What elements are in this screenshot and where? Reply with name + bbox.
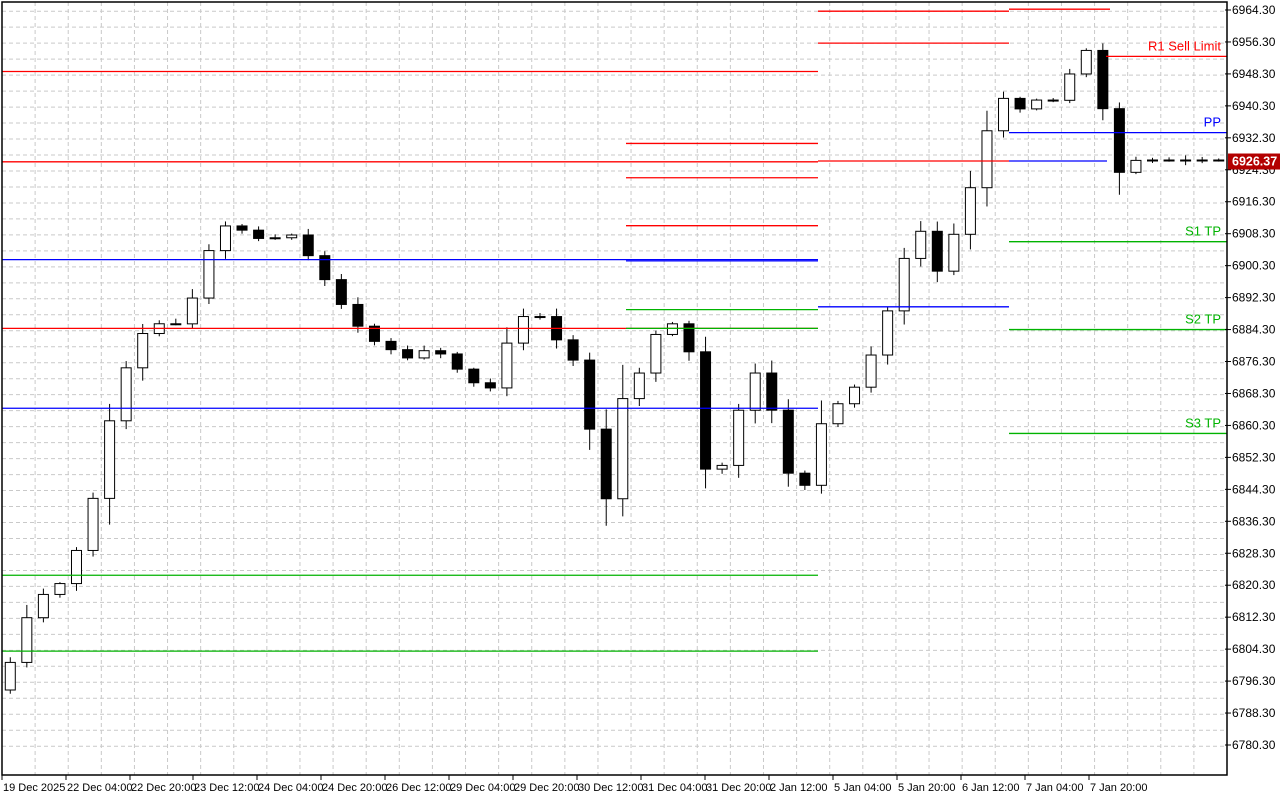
svg-text:6860.30: 6860.30 [1232,418,1276,432]
svg-text:5 Jan 04:00: 5 Jan 04:00 [834,782,892,794]
svg-text:22 Dec 20:00: 22 Dec 20:00 [131,782,196,794]
svg-text:6956.30: 6956.30 [1232,35,1276,49]
svg-text:6828.30: 6828.30 [1232,546,1276,560]
svg-text:7 Jan 20:00: 7 Jan 20:00 [1090,782,1148,794]
svg-text:6796.30: 6796.30 [1232,674,1276,688]
svg-text:22 Dec 04:00: 22 Dec 04:00 [67,782,132,794]
svg-text:6 Jan 12:00: 6 Jan 12:00 [962,782,1020,794]
svg-text:6940.30: 6940.30 [1232,99,1276,113]
svg-text:5 Jan 20:00: 5 Jan 20:00 [898,782,956,794]
svg-text:6812.30: 6812.30 [1232,610,1276,624]
svg-text:31 Dec 20:00: 31 Dec 20:00 [706,782,771,794]
svg-text:6884.30: 6884.30 [1232,323,1276,337]
svg-text:23 Dec 12:00: 23 Dec 12:00 [194,782,259,794]
svg-text:29 Dec 04:00: 29 Dec 04:00 [450,782,515,794]
svg-text:S2 TP: S2 TP [1185,312,1221,327]
svg-text:6804.30: 6804.30 [1232,642,1276,656]
svg-text:6892.30: 6892.30 [1232,291,1276,305]
svg-text:29 Dec 20:00: 29 Dec 20:00 [514,782,579,794]
svg-text:6836.30: 6836.30 [1232,514,1276,528]
svg-text:6926.37: 6926.37 [1232,155,1277,169]
svg-text:24 Dec 20:00: 24 Dec 20:00 [322,782,387,794]
svg-text:6876.30: 6876.30 [1232,355,1276,369]
svg-text:6908.30: 6908.30 [1232,227,1276,241]
svg-text:26 Dec 12:00: 26 Dec 12:00 [386,782,451,794]
svg-text:24 Dec 04:00: 24 Dec 04:00 [258,782,323,794]
svg-text:2 Jan 12:00: 2 Jan 12:00 [770,782,828,794]
svg-text:6820.30: 6820.30 [1232,578,1276,592]
svg-text:6780.30: 6780.30 [1232,738,1276,752]
svg-text:6916.30: 6916.30 [1232,195,1276,209]
svg-text:6900.30: 6900.30 [1232,259,1276,273]
svg-text:6868.30: 6868.30 [1232,386,1276,400]
svg-text:6844.30: 6844.30 [1232,482,1276,496]
svg-text:S3 TP: S3 TP [1185,415,1221,430]
svg-text:6852.30: 6852.30 [1232,450,1276,464]
svg-text:19 Dec 2025: 19 Dec 2025 [3,782,65,794]
svg-text:6932.30: 6932.30 [1232,131,1276,145]
svg-text:PP: PP [1204,115,1221,130]
svg-text:6788.30: 6788.30 [1232,706,1276,720]
svg-text:S1 TP: S1 TP [1185,224,1221,239]
svg-text:6948.30: 6948.30 [1232,67,1276,81]
svg-text:30 Dec 12:00: 30 Dec 12:00 [578,782,643,794]
svg-text:7 Jan 04:00: 7 Jan 04:00 [1026,782,1084,794]
svg-text:31 Dec 04:00: 31 Dec 04:00 [642,782,707,794]
svg-text:6964.30: 6964.30 [1232,3,1276,17]
svg-text:R1 Sell Limit: R1 Sell Limit [1148,38,1221,53]
